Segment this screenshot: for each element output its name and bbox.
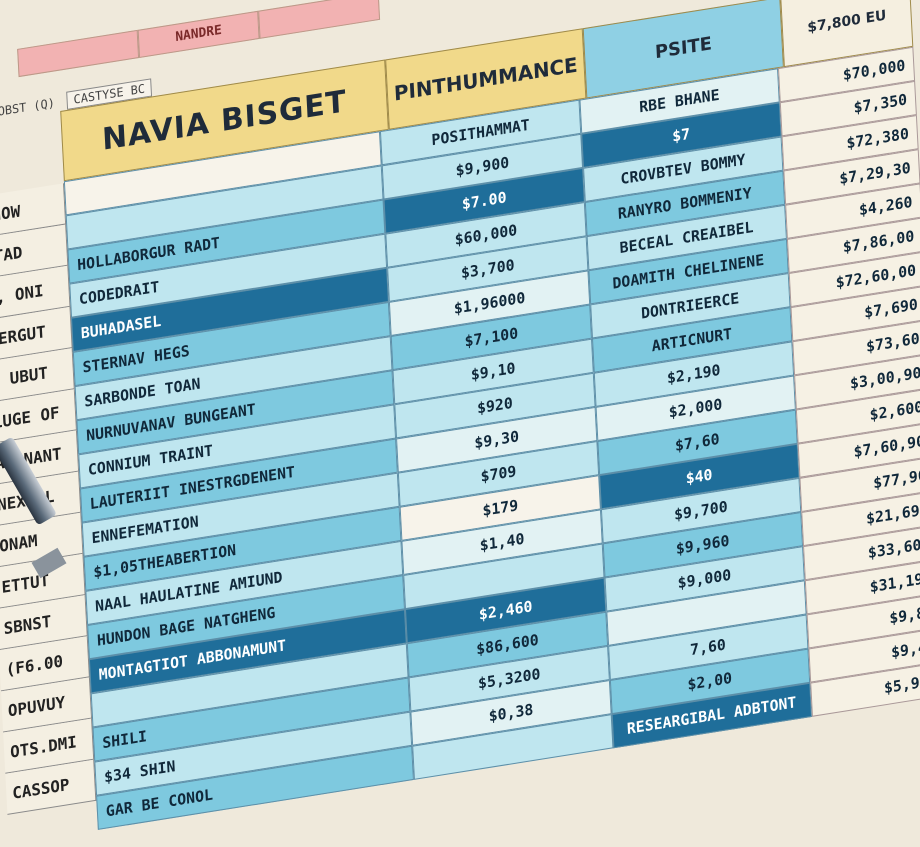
- spreadsheet: NANDRE NOBST (Q) CASTYSE BC NAVIA BISGET…: [0, 0, 920, 830]
- sheet-tab[interactable]: [258, 0, 381, 39]
- sheet-tabs: NANDRE: [17, 0, 381, 78]
- budget-table: POSITHAMMAT RBE BHANE $70,000 $9,900 $7 $7,35…: [63, 46, 920, 830]
- search-label: NOBST (Q): [0, 95, 56, 120]
- sheet-tab[interactable]: [17, 29, 140, 78]
- sheet-tab[interactable]: NANDRE: [137, 10, 260, 58]
